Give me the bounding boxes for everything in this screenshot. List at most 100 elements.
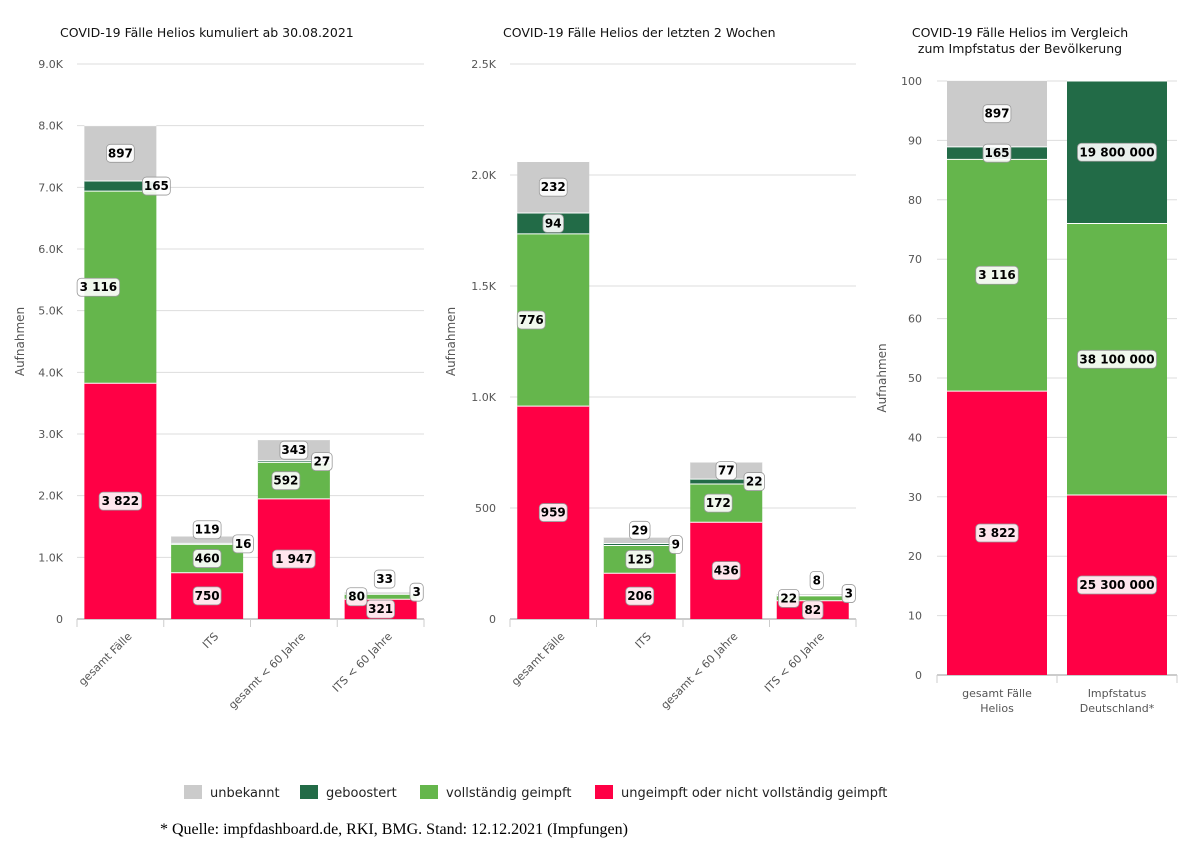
y-tick-label: 0 — [489, 613, 496, 626]
data-label: 19 800 000 — [1079, 145, 1154, 159]
legend-swatch-unbekannt — [184, 785, 202, 799]
data-label-box — [715, 461, 737, 480]
x-category-label: Impfstatus — [1088, 687, 1147, 700]
y-tick-label: 4.0K — [38, 366, 63, 379]
x-category-label: ITS — [200, 630, 221, 651]
bar-unbekannt — [776, 593, 849, 596]
data-label: 321 — [368, 602, 393, 616]
data-label-box — [668, 535, 683, 554]
data-label: 33 — [376, 572, 393, 586]
data-label: 165 — [984, 146, 1009, 160]
legend-label-geboostert: geboostert — [326, 786, 397, 801]
x-category-label: Helios — [980, 702, 1014, 715]
data-label: 959 — [541, 506, 566, 520]
x-category-label: gesamt < 60 Jahre — [226, 630, 308, 712]
data-label-box — [279, 440, 309, 460]
chart-title: COVID-19 Fälle Helios der letzten 2 Woch… — [503, 25, 776, 40]
chart-1: COVID-19 Fälle Helios kumuliert ab 30.08… — [13, 25, 425, 712]
bar-geboostert — [603, 543, 676, 546]
data-label-box — [409, 582, 424, 602]
data-label: 3 — [412, 585, 420, 599]
data-label: 94 — [545, 216, 562, 230]
data-label-box — [802, 600, 824, 620]
y-tick-label: 0 — [915, 669, 922, 682]
data-label: 119 — [195, 523, 220, 537]
data-label: 460 — [195, 552, 220, 566]
chart-title: zum Impfstatus der Bevölkerung — [918, 41, 1122, 56]
y-tick-label: 2.0K — [471, 169, 496, 182]
data-label: 776 — [519, 313, 544, 327]
data-label: 897 — [984, 107, 1009, 121]
data-label-box — [271, 471, 301, 491]
data-label: 1 947 — [275, 552, 313, 566]
data-label-box — [703, 493, 733, 513]
y-tick-label: 1.5K — [471, 280, 496, 293]
data-label: 343 — [281, 443, 306, 457]
data-label: 206 — [627, 589, 652, 603]
y-tick-label: 60 — [908, 313, 922, 326]
data-label-box — [1077, 142, 1157, 162]
data-label-box — [625, 549, 655, 569]
y-tick-label: 2.0K — [38, 490, 63, 503]
data-label-box — [272, 549, 316, 569]
y-tick-label: 70 — [908, 253, 922, 266]
y-axis-label: Aufnahmen — [13, 307, 27, 376]
data-label-box — [841, 584, 856, 603]
data-label: 592 — [273, 474, 298, 488]
x-category-label: gesamt Fälle — [76, 630, 135, 689]
legend-swatch-geboostert — [300, 785, 318, 799]
data-label-box — [76, 277, 121, 297]
y-tick-label: 90 — [908, 134, 922, 147]
chart-title: COVID-19 Fälle Helios kumuliert ab 30.08… — [60, 25, 354, 40]
data-label-box — [142, 176, 171, 196]
data-label: 3 822 — [978, 526, 1016, 540]
chart-2: COVID-19 Fälle Helios der letzten 2 Woch… — [444, 25, 857, 712]
data-label-box — [192, 586, 222, 606]
y-tick-label: 6.0K — [38, 243, 63, 256]
data-label: 3 116 — [978, 268, 1016, 282]
data-label-box — [778, 588, 800, 608]
data-label-box — [982, 143, 1012, 163]
data-label-box — [516, 310, 546, 330]
data-label-box — [625, 586, 655, 606]
y-tick-label: 3.0K — [38, 428, 63, 441]
data-label-box — [538, 177, 568, 197]
data-label-box — [1077, 349, 1157, 369]
y-tick-label: 100 — [901, 75, 922, 88]
y-tick-label: 5.0K — [38, 305, 63, 318]
y-tick-label: 8.0K — [38, 120, 63, 133]
x-category-label: gesamt Fälle — [509, 630, 568, 689]
y-axis-label: Aufnahmen — [444, 307, 458, 376]
bar-geimpft — [776, 595, 849, 601]
x-category-label: ITS — [633, 630, 654, 651]
data-label: 29 — [631, 523, 648, 537]
bar-unbekannt — [603, 537, 676, 544]
data-label: 77 — [718, 464, 735, 478]
data-label-box — [232, 534, 254, 554]
y-tick-label: 2.5K — [471, 58, 496, 71]
data-label: 82 — [804, 603, 821, 617]
y-tick-label: 40 — [908, 431, 922, 444]
legend-label-geimpft: vollständig geimpft — [446, 786, 571, 801]
legend: unbekannt geboostert vollständig geimpft un… — [184, 785, 887, 801]
y-tick-label: 7.0K — [38, 181, 63, 194]
y-tick-label: 1.0K — [38, 551, 63, 564]
data-label-box — [982, 104, 1012, 124]
data-label-box — [192, 549, 222, 568]
bar-geimpft — [344, 594, 417, 600]
legend-label-ungeimpft: ungeimpft oder nicht vollständig geimpft — [621, 786, 887, 801]
data-label: 22 — [780, 591, 797, 605]
data-label: 897 — [108, 146, 133, 160]
x-category-label: gesamt Fälle — [962, 687, 1032, 700]
data-label-box — [629, 520, 651, 540]
x-category-label: ITS < 60 Jahre — [330, 630, 395, 695]
data-label: 3 — [845, 587, 853, 601]
y-tick-label: 0 — [56, 613, 63, 626]
y-tick-label: 30 — [908, 491, 922, 504]
x-category-label: Deutschland* — [1080, 702, 1155, 715]
bar-geboostert — [690, 479, 763, 485]
data-label-box — [373, 569, 396, 589]
y-tick-label: 500 — [475, 502, 496, 515]
data-label: 22 — [746, 475, 763, 489]
